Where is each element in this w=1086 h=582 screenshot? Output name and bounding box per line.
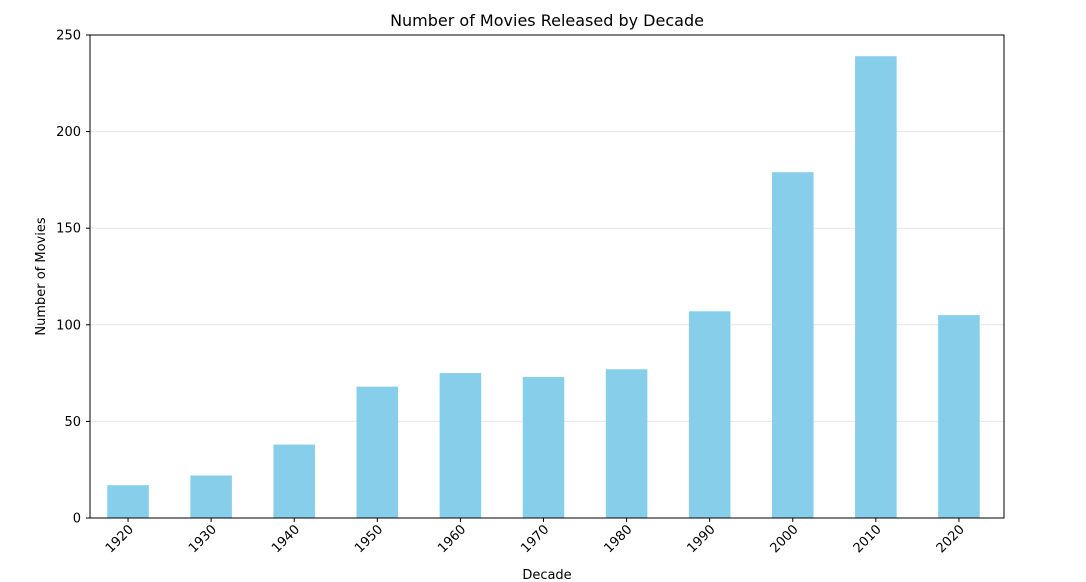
bar-2010 [855,56,897,518]
x-tick-label: 1970 [518,522,552,556]
x-tick-label: 1990 [685,522,719,556]
chart-title: Number of Movies Released by Decade [390,11,704,30]
bar-1990 [688,311,731,518]
bars [107,56,980,518]
bar-1980 [605,369,648,518]
bar-1920 [107,485,149,518]
y-axis: 0 50 100 150 200 250 [56,29,90,527]
bar-1960 [439,373,482,518]
y-tick-label: 200 [56,125,81,140]
bar-2020 [938,315,980,518]
x-axis-label: Decade [522,568,571,582]
x-axis: 1920 1930 1940 1950 1960 1970 1980 1990 2000 2010… [103,518,968,556]
x-tick-label: 1960 [435,522,469,556]
x-tick-label: 2020 [934,522,968,556]
y-tick-label: 150 [56,222,81,237]
bar-1940 [273,444,315,518]
y-axis-label: Number of Movies [34,217,49,335]
y-tick-label: 250 [56,29,81,44]
y-tick-label: 50 [64,415,81,430]
bar-1930 [190,475,232,518]
y-tick-label: 100 [56,318,81,333]
x-tick-label: 1950 [352,522,386,556]
x-tick-label: 2000 [768,522,802,556]
y-tick-label: 0 [73,512,81,527]
bar-1950 [356,386,399,518]
plot-frame [89,34,1005,519]
x-tick-label: 1940 [269,522,303,556]
x-tick-label: 1920 [103,522,137,556]
x-tick-label: 1930 [186,522,220,556]
x-tick-label: 1980 [601,522,635,556]
bar-1970 [522,376,565,518]
bar-2000 [772,172,814,518]
x-tick-label: 2010 [851,522,885,556]
